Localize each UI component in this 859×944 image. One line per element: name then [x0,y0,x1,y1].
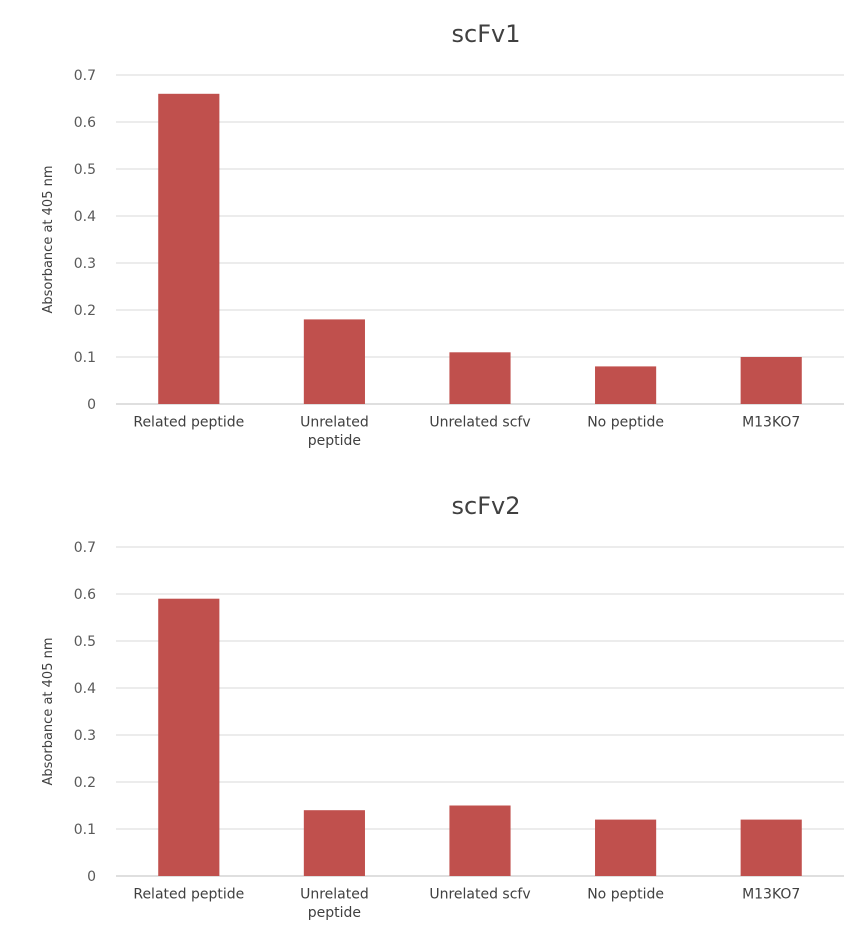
chart-title: scFv2 [452,492,521,520]
y-tick-label: 0 [87,869,96,885]
y-axis-label: Absorbance at 405 nm [41,638,56,786]
category-label: Unrelated scfv [429,886,530,902]
category-label: Related peptide [133,414,244,430]
bar [449,805,511,876]
category-label-line: peptide [308,905,361,921]
bar [595,366,657,404]
category-label: Unrelated peptide [300,886,369,921]
category-label-line: No peptide [587,886,664,902]
category-label: Related peptide [133,886,244,902]
chart-title: scFv1 [452,20,521,48]
bar [740,357,802,404]
y-tick-label: 0.4 [74,681,96,697]
bar [303,319,365,404]
y-tick-label: 0 [87,397,96,413]
bar [449,352,511,404]
y-tick-label: 0.6 [74,115,96,131]
y-tick-label: 0.5 [74,162,96,178]
bar [303,810,365,876]
y-tick-label: 0.3 [74,256,96,272]
category-label: Unrelated scfv [429,414,530,430]
category-label-line: peptide [308,433,361,449]
category-label-line: No peptide [587,414,664,430]
category-label-line: Unrelated [300,886,369,902]
category-label-line: M13KO7 [742,414,800,430]
y-tick-label: 0.2 [74,303,96,319]
category-label: No peptide [587,414,664,430]
y-tick-label: 0.1 [74,350,96,366]
bar [158,93,220,405]
category-label-line: Unrelated scfv [429,414,530,430]
category-label-line: Unrelated scfv [429,886,530,902]
scfv2-bar-chart: scFv2 0 0.1 0.2 0.3 0.4 0.5 0.6 0.7 Absorbance at… [41,492,844,921]
y-tick-label: 0.7 [74,68,96,84]
category-label-line: M13KO7 [742,886,800,902]
bar [595,819,657,876]
y-tick-label: 0.5 [74,634,96,650]
y-tick-label: 0.2 [74,775,96,791]
scfv1-bar-chart: scFv1 0 0.1 0.2 0.3 0.4 0.5 0.6 0.7 Absorbance at… [41,20,844,449]
category-label-line: Related peptide [133,414,244,430]
category-label: M13KO7 [742,414,800,430]
category-label: Unrelated peptide [300,414,369,449]
y-axis-label: Absorbance at 405 nm [41,166,56,314]
y-tick-label: 0.4 [74,209,96,225]
y-tick-label: 0.1 [74,822,96,838]
category-label-line: Unrelated [300,414,369,430]
y-tick-label: 0.6 [74,587,96,603]
bar [158,598,220,876]
category-label: M13KO7 [742,886,800,902]
y-tick-label: 0.3 [74,728,96,744]
bar [740,819,802,876]
category-label-line: Related peptide [133,886,244,902]
category-label: No peptide [587,886,664,902]
y-tick-label: 0.7 [74,540,96,556]
